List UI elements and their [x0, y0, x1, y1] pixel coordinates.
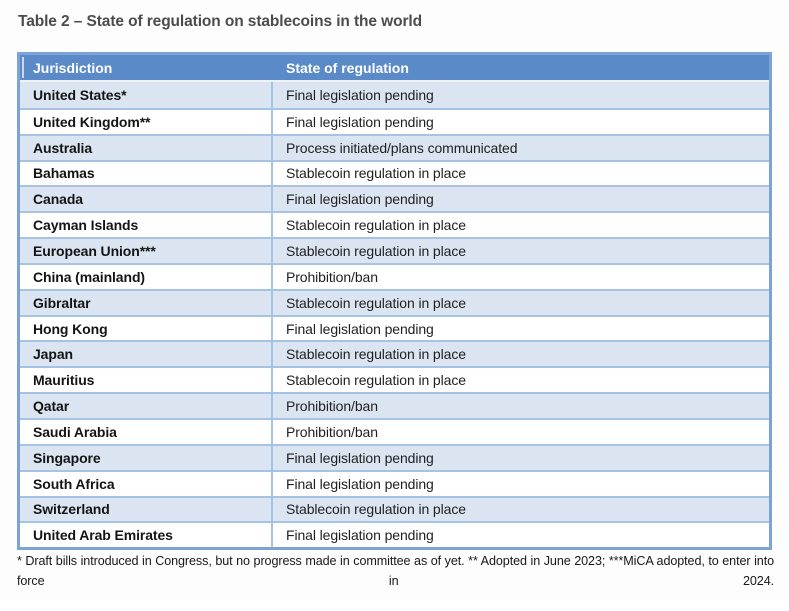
cell-state: Final legislation pending [286, 86, 434, 103]
table-row: Cayman Islands Stablecoin regulation in … [20, 211, 769, 238]
stablecoin-regulation-table: Jurisdiction State of regulation United … [17, 52, 772, 551]
table-row: European Union*** Stablecoin regulation … [20, 237, 769, 263]
cell-jurisdiction: Mauritius [20, 368, 273, 393]
cell-jurisdiction: Bahamas [20, 161, 273, 186]
cell-jurisdiction: Cayman Islands [20, 213, 273, 238]
cell-state: Final legislation pending [286, 449, 434, 466]
cell-jurisdiction: Qatar [20, 394, 273, 418]
cell-jurisdiction: Switzerland [20, 497, 273, 522]
table-body: United States* Final legislation pending… [20, 82, 769, 548]
cell-jurisdiction: Saudi Arabia [20, 419, 273, 444]
cell-state: Stablecoin regulation in place [286, 217, 466, 234]
table-row: Switzerland Stablecoin regulation in pla… [20, 495, 769, 522]
cell-jurisdiction: United Kingdom** [20, 109, 273, 134]
cell-jurisdiction: South Africa [20, 471, 273, 496]
cell-jurisdiction: Australia [20, 135, 273, 160]
table-row: Saudi Arabia Prohibition/ban [20, 417, 769, 444]
table-row: Gibraltar Stablecoin regulation in place [20, 288, 769, 315]
cell-state: Process initiated/plans communicated [286, 139, 518, 156]
table-row: United Arab Emirates Final legislation p… [20, 521, 769, 548]
table-row: Qatar Prohibition/ban [20, 392, 769, 418]
cell-state: Stablecoin regulation in place [286, 372, 466, 389]
cell-jurisdiction: Canada [20, 187, 273, 212]
cell-jurisdiction: United Arab Emirates [20, 523, 273, 548]
cell-jurisdiction: United States* [20, 82, 273, 108]
cell-state: Final legislation pending [286, 191, 434, 208]
cell-state: Final legislation pending [286, 113, 434, 130]
table-footnote: * Draft bills introduced in Congress, bu… [17, 554, 774, 588]
cell-state: Prohibition/ban [286, 423, 378, 440]
cell-state: Stablecoin regulation in place [286, 165, 466, 182]
cell-state: Final legislation pending [286, 320, 434, 337]
table-row: South Africa Final legislation pending [20, 469, 769, 496]
cell-jurisdiction: China (mainland) [20, 264, 273, 289]
cell-jurisdiction: Gibraltar [20, 290, 273, 315]
cell-state: Stablecoin regulation in place [286, 242, 466, 259]
table-row: China (mainland) Prohibition/ban [20, 262, 769, 289]
table-row: United States* Final legislation pending [20, 82, 769, 108]
cell-state: Prohibition/ban [286, 398, 378, 415]
cell-state: Stablecoin regulation in place [286, 294, 466, 311]
header-left-accent [22, 57, 24, 78]
table-row: Canada Final legislation pending [20, 185, 769, 212]
table-row: Hong Kong Final legislation pending [20, 314, 769, 341]
cell-state: Stablecoin regulation in place [286, 346, 466, 363]
header-cell-state-of-regulation: State of regulation [286, 59, 409, 76]
table-row: Bahamas Stablecoin regulation in place [20, 159, 769, 186]
cell-state: Stablecoin regulation in place [286, 501, 466, 518]
cell-jurisdiction: Japan [20, 342, 273, 367]
table-row: Mauritius Stablecoin regulation in place [20, 366, 769, 393]
cell-state: Prohibition/ban [286, 268, 378, 285]
table-row: United Kingdom** Final legislation pendi… [20, 107, 769, 134]
cell-jurisdiction: European Union*** [20, 239, 273, 263]
table-title: Table 2 – State of regulation on stablec… [18, 13, 422, 30]
table-header-row: Jurisdiction State of regulation [20, 55, 769, 82]
cell-state: Final legislation pending [286, 527, 434, 544]
header-cell-jurisdiction: Jurisdiction [33, 59, 113, 76]
table-row: Australia Process initiated/plans commun… [20, 133, 769, 160]
cell-jurisdiction: Singapore [20, 445, 273, 470]
cell-state: Final legislation pending [286, 475, 434, 492]
cell-jurisdiction: Hong Kong [20, 316, 273, 341]
table-row: Singapore Final legislation pending [20, 443, 769, 470]
table-row: Japan Stablecoin regulation in place [20, 340, 769, 367]
